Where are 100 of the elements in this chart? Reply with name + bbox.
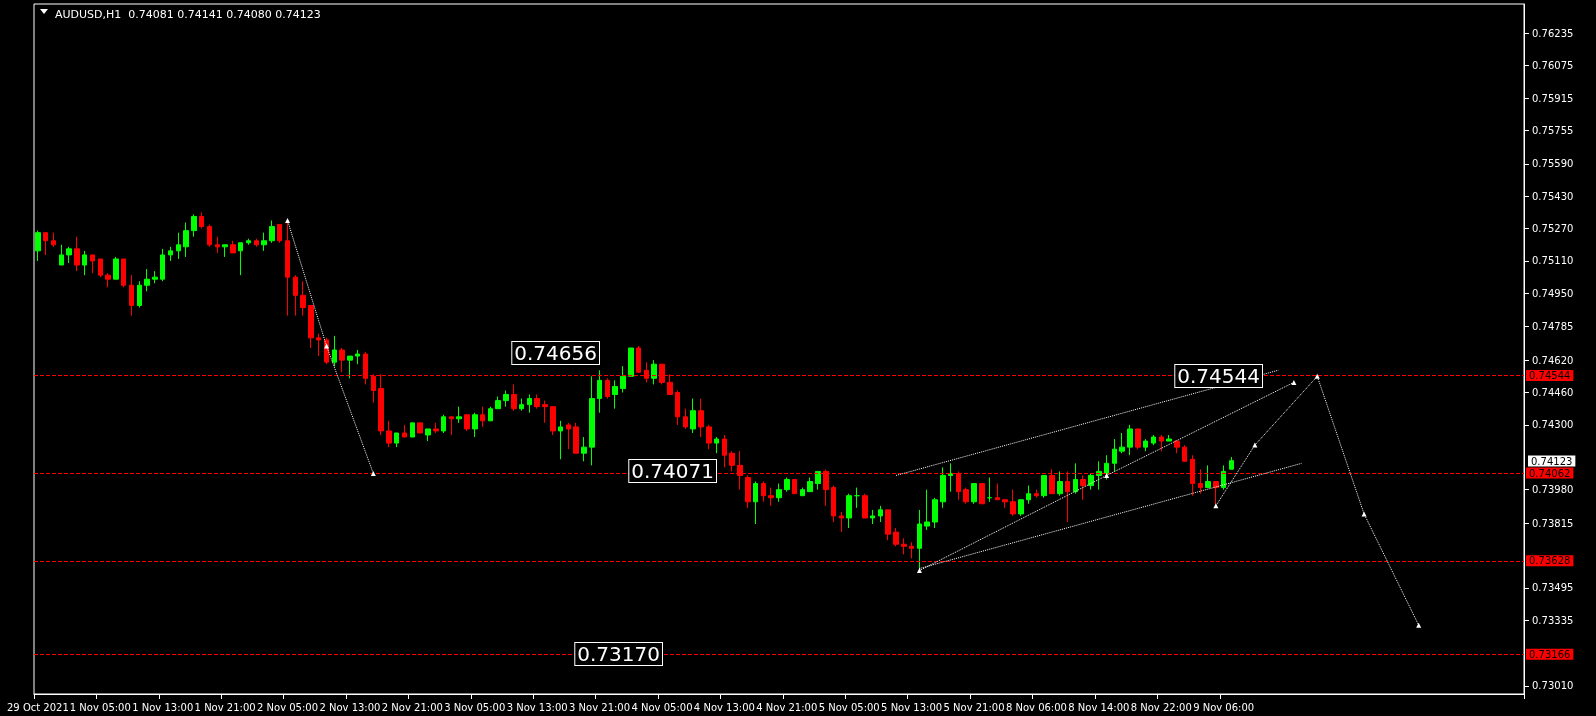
candlestick	[1104, 454, 1109, 481]
candlestick	[761, 481, 766, 503]
candlestick	[722, 434, 727, 468]
candlestick	[542, 400, 548, 424]
y-tick-label: 0.74300	[1532, 419, 1574, 431]
candlestick	[1151, 434, 1156, 446]
x-tick-label: 4 Nov 05:00	[631, 701, 693, 713]
point	[1291, 379, 1297, 385]
candlestick	[1119, 432, 1125, 454]
candlestick	[1002, 499, 1008, 509]
y-tick-label: 0.74950	[1532, 287, 1574, 299]
candlestick	[74, 236, 80, 272]
x-tick-label: 5 Nov 13:00	[881, 701, 943, 713]
ref-line-label: 0.73166	[1529, 648, 1571, 660]
candlestick	[300, 280, 306, 317]
candlestick	[784, 476, 790, 493]
candlestick	[495, 396, 501, 410]
x-tick-label: 3 Nov 05:00	[444, 701, 506, 713]
candlestick	[144, 268, 150, 292]
candlestick	[261, 232, 267, 252]
annotation: 0.74656	[514, 341, 597, 365]
candlestick	[909, 541, 914, 559]
candlestick	[932, 497, 938, 529]
candlestick	[98, 258, 103, 278]
y-tick-label: 0.73980	[1532, 484, 1574, 496]
candlestick	[113, 256, 119, 280]
annotation: 0.73170	[577, 642, 660, 666]
candlestick	[425, 428, 431, 442]
candlestick	[160, 248, 165, 282]
candlestick	[690, 398, 696, 434]
candlestick	[605, 377, 610, 400]
candlestick	[846, 493, 852, 529]
candlestick	[199, 211, 204, 230]
candlestick	[316, 333, 321, 357]
candlestick	[386, 420, 392, 448]
y-tick-label: 0.76075	[1532, 60, 1574, 72]
y-tick-label: 0.75915	[1532, 92, 1574, 104]
candlestick	[581, 436, 587, 462]
candlestick	[332, 335, 337, 367]
y-tick-label: 0.74460	[1532, 387, 1574, 398]
candlestick	[979, 483, 985, 505]
candlestick	[1127, 424, 1133, 456]
candlestick	[293, 274, 298, 317]
candlestick	[714, 436, 719, 454]
candlestick	[456, 406, 462, 424]
candlestick	[597, 369, 602, 414]
candlestick	[90, 254, 95, 274]
y-tick-label: 0.73495	[1532, 582, 1574, 594]
candlestick	[1159, 434, 1164, 452]
candlestick	[43, 232, 48, 256]
y-tick-label: 0.75430	[1532, 190, 1574, 202]
x-tick-label: 3 Nov 21:00	[569, 701, 631, 713]
candlestick	[573, 422, 579, 454]
candlestick	[480, 406, 485, 428]
x-tick-label: 1 Nov 05:00	[69, 701, 131, 713]
candlestick	[776, 483, 782, 503]
candlestick	[137, 280, 142, 309]
candlestick	[893, 527, 899, 547]
x-tick-label: 4 Nov 13:00	[693, 701, 755, 713]
ref-line-label: 0.74544	[1529, 370, 1571, 382]
candlestick	[901, 537, 907, 555]
candlestick	[995, 483, 1000, 501]
candlestick	[1088, 472, 1094, 491]
point	[285, 218, 291, 224]
candlestick	[1041, 474, 1047, 499]
candlestick	[355, 349, 360, 365]
x-tick-label: 1 Nov 21:00	[194, 701, 256, 713]
x-tick-label: 3 Nov 13:00	[506, 701, 568, 713]
candlestick	[558, 420, 563, 460]
candlestick	[417, 422, 423, 434]
candlestick	[683, 408, 688, 430]
candlestick	[433, 422, 439, 434]
candlestick	[792, 479, 797, 495]
x-tick-label: 29 Oct 2021	[6, 701, 69, 713]
y-tick-label: 0.73815	[1532, 517, 1574, 529]
candlestick	[878, 505, 883, 523]
candlestick	[753, 481, 758, 525]
candlestick	[870, 509, 875, 525]
candlestick	[1018, 499, 1024, 517]
candlestick	[488, 406, 493, 422]
candlestick	[1112, 438, 1117, 472]
candlestick	[534, 394, 540, 410]
candlestick	[449, 416, 454, 436]
candlestick	[511, 383, 517, 412]
y-tick-label: 0.75755	[1532, 124, 1574, 136]
candlestick	[854, 487, 860, 509]
candlestick	[277, 224, 282, 244]
candlestick	[66, 246, 72, 264]
candlestick	[612, 379, 618, 410]
candlestick	[215, 236, 220, 254]
candlestick	[105, 272, 111, 288]
candlestick	[1026, 485, 1031, 505]
y-tick-label: 0.74785	[1532, 321, 1574, 333]
candlestick	[59, 244, 64, 266]
candlestick	[254, 238, 259, 248]
candlestick	[636, 345, 641, 373]
candlestick	[238, 242, 243, 276]
candlestick	[1034, 489, 1039, 499]
point	[1104, 472, 1110, 478]
x-tick-label: 5 Nov 21:00	[943, 701, 1005, 713]
